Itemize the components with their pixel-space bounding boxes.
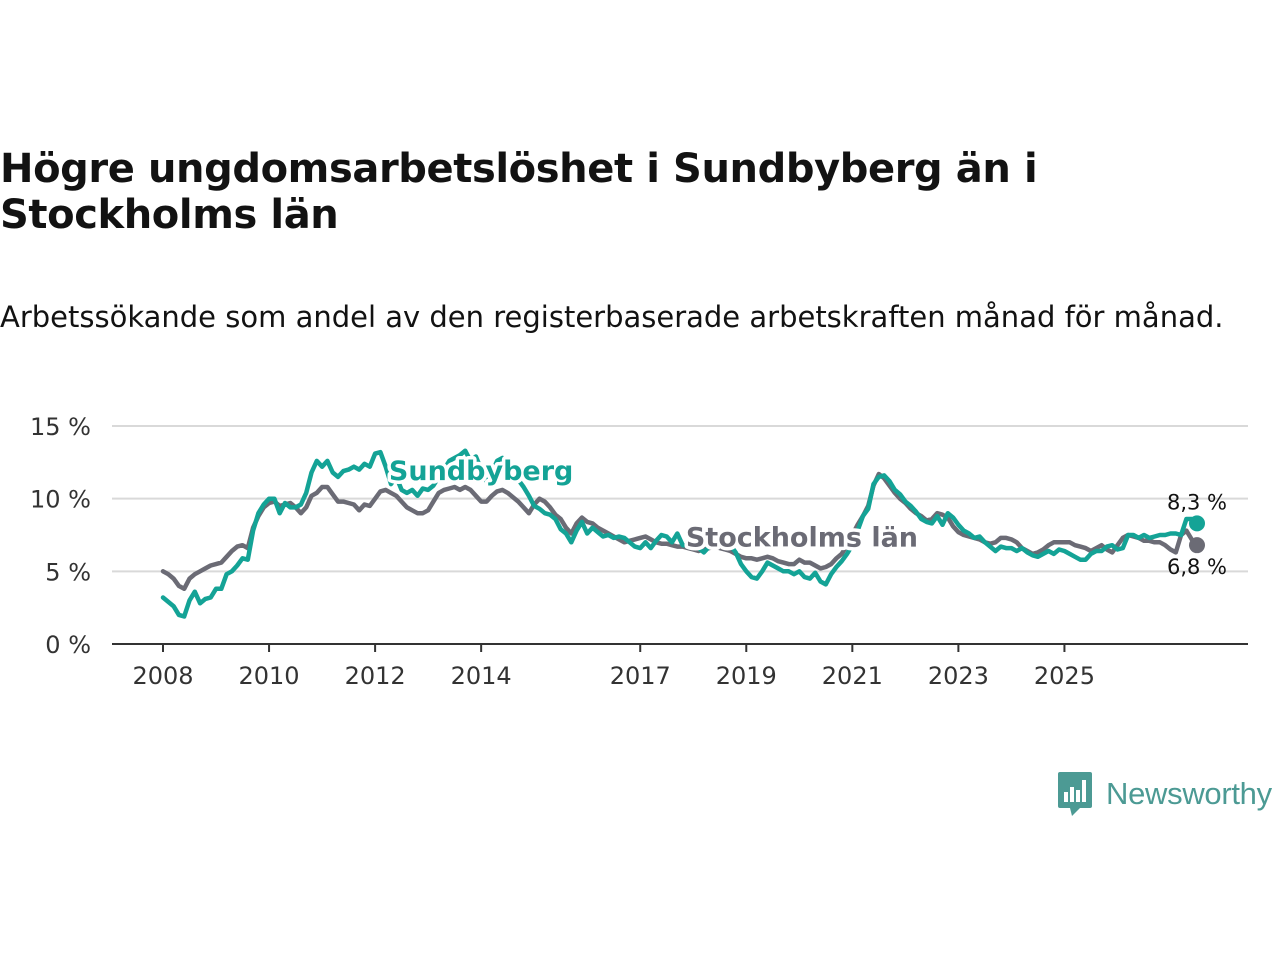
x-tick-label: 2014 <box>451 662 512 690</box>
x-tick-label: 2012 <box>345 662 406 690</box>
series-label-sundbyberg: Sundbyberg <box>389 456 573 487</box>
x-tick-label: 2019 <box>716 662 777 690</box>
y-tick-label: 0 % <box>45 631 91 659</box>
series-annotations: Sundbyberg Stockholms län <box>385 452 921 557</box>
grid-lines <box>112 425 1248 573</box>
y-tick-label: 10 % <box>30 486 91 514</box>
chart-subtitle: Arbetssökande som andel av den registerb… <box>0 300 1224 334</box>
series-lines <box>160 448 1200 619</box>
series-line-sundbyberg <box>160 448 1200 619</box>
y-tick-label: 5 % <box>45 558 91 586</box>
x-tick-label: 2017 <box>610 662 671 690</box>
x-tick-label: 2008 <box>132 662 193 690</box>
end-marker-sundbyberg <box>1189 515 1205 532</box>
y-axis: 0 % 5 % 10 % 15 % <box>30 413 91 659</box>
end-marker-stockholms-lan <box>1189 537 1205 554</box>
x-tick-label: 2023 <box>928 662 989 690</box>
end-value-label: 8,3 % <box>1167 490 1227 514</box>
chart-title: Högre ungdomsarbetslöshet i Sundbyberg ä… <box>0 146 1038 238</box>
x-tick-label: 2021 <box>822 662 883 690</box>
newsworthy-logo: Newsworthy <box>1058 770 1272 818</box>
line-chart: 0 %5 %10 %15 % 2008 2010 2012 2014 2017 2019 2… <box>30 413 1248 690</box>
y-tick-label: 15 % <box>30 413 91 441</box>
x-tick-label: 2010 <box>239 662 300 690</box>
x-tick-label: 2025 <box>1034 662 1095 690</box>
newsworthy-icon <box>1058 772 1092 816</box>
series-label-stockholms-lan: Stockholms län <box>686 523 918 554</box>
end-value-label: 6,8 % <box>1167 555 1227 579</box>
x-axis-ticks: 2008 2010 2012 2014 2017 2019 2021 2023 2025 <box>132 644 1095 690</box>
brand-name: Newsworthy <box>1106 776 1272 811</box>
end-markers: 8,3 % 6,8 % <box>1167 490 1227 579</box>
